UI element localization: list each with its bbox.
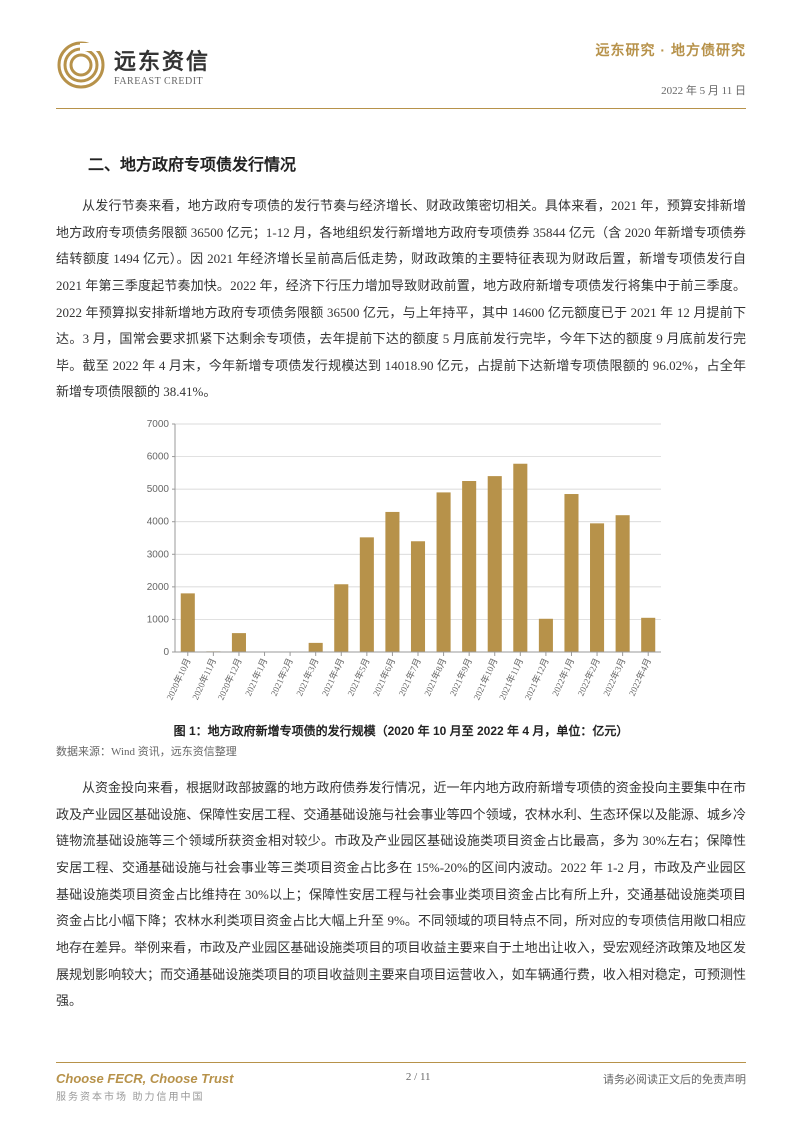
chart-container: 010002000300040005000600070002020年10月202… [131,416,671,716]
footer-left: Choose FECR, Choose Trust 服务资本市场 助力信用中国 [56,1071,233,1103]
paragraph-1: 从发行节奏来看，地方政府专项债的发行节奏与经济增长、财政政策密切相关。具体来看，… [56,193,746,406]
page-footer: Choose FECR, Choose Trust 服务资本市场 助力信用中国 … [56,1062,746,1103]
svg-text:6000: 6000 [147,452,170,463]
svg-text:3000: 3000 [147,549,170,560]
footer-slogan-cn: 服务资本市场 助力信用中国 [56,1088,233,1103]
svg-text:7000: 7000 [147,419,170,430]
footer-page-number: 2 / 11 [406,1071,431,1083]
footer-slogan-en: Choose FECR, Choose Trust [56,1071,233,1086]
svg-text:5000: 5000 [147,484,170,495]
section-title: 二、地方政府专项债发行情况 [56,151,746,175]
svg-text:1000: 1000 [147,615,170,626]
logo-en: FAREAST CREDIT [114,76,210,87]
svg-text:0: 0 [163,647,169,658]
logo-block: 远东资信 FAREAST CREDIT [56,40,210,90]
logo-cn: 远东资信 [114,44,210,76]
logo-text: 远东资信 FAREAST CREDIT [114,44,210,87]
logo-mark [56,40,106,90]
footer-disclaimer: 请务必阅读正文后的免责声明 [603,1071,746,1087]
data-source: 数据来源：Wind 资讯，远东资信整理 [56,743,746,759]
svg-text:4000: 4000 [147,517,170,528]
bar-chart: 010002000300040005000600070002020年10月202… [131,416,671,716]
header-date: 2022 年 5 月 11 日 [596,82,746,98]
header-series: 远东研究 · 地方债研究 [596,40,746,60]
page-header: 远东资信 FAREAST CREDIT 远东研究 · 地方债研究 2022 年 … [56,40,746,109]
paragraph-2: 从资金投向来看，根据财政部披露的地方政府债券发行情况，近一年内地方政府新增专项债… [56,775,746,1015]
svg-text:2000: 2000 [147,582,170,593]
header-right: 远东研究 · 地方债研究 2022 年 5 月 11 日 [596,40,746,98]
figure-caption: 图 1：地方政府新增专项债的发行规模（2020 年 10 月至 2022 年 4… [56,722,746,739]
